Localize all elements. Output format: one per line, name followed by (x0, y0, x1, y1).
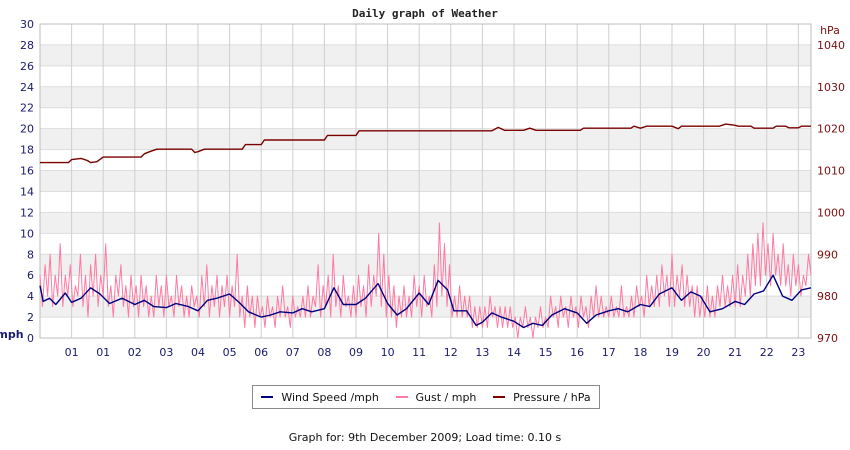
left-tick-label: 18 (20, 144, 34, 157)
x-tick-label: 02 (128, 346, 142, 359)
left-tick-label: 28 (20, 39, 34, 52)
right-tick-label: 970 (817, 332, 838, 345)
wind-speed-line (39, 274, 812, 329)
left-tick-label: 20 (20, 123, 34, 136)
x-tick-label: 20 (697, 346, 711, 359)
x-tick-label: 22 (760, 346, 774, 359)
grid-band (40, 296, 811, 318)
right-tick-label: 1040 (817, 39, 845, 52)
x-tick-label: 03 (159, 346, 173, 359)
x-tick-label: 16 (570, 346, 584, 359)
grid-band (40, 254, 811, 276)
x-tick-label: 05 (223, 346, 237, 359)
chart-legend: Wind Speed /mph Gust / mph Pressure / hP… (252, 385, 600, 409)
x-tick-label: 12 (444, 346, 458, 359)
x-tick-label: 21 (728, 346, 742, 359)
legend-wind-speed-label: Wind Speed /mph (281, 390, 379, 404)
x-tick-label: 14 (507, 346, 521, 359)
x-tick-label: 07 (286, 346, 300, 359)
legend-wind-speed: Wind Speed /mph (261, 391, 379, 404)
x-tick-label: 04 (191, 346, 205, 359)
left-tick-label: 0 (27, 332, 34, 345)
legend-pressure-label: Pressure / hPa (513, 390, 591, 404)
legend-pressure: Pressure / hPa (493, 391, 591, 404)
left-tick-label: 16 (20, 165, 34, 178)
grid-band (40, 44, 811, 66)
x-tick-label: 13 (475, 346, 489, 359)
gust-swatch (395, 396, 408, 398)
plot-frame (39, 23, 812, 339)
left-tick-label: 10 (20, 227, 34, 240)
x-tick-label: 17 (602, 346, 616, 359)
left-tick-label: 8 (27, 248, 34, 261)
x-tick-label: 06 (254, 346, 268, 359)
pressure-swatch (493, 396, 506, 398)
left-tick-label: 12 (20, 206, 34, 219)
right-tick-label: 1010 (817, 165, 845, 178)
right-axis-unit: hPa (820, 24, 840, 37)
right-tick-label: 980 (817, 290, 838, 303)
x-tick-label: 01 (96, 346, 110, 359)
x-tick-label: 10 (381, 346, 395, 359)
left-tick-label: 22 (20, 102, 34, 115)
legend-gust-label: Gust / mph (415, 390, 477, 404)
wind-speed-swatch (261, 396, 274, 398)
x-tick-label: 08 (317, 346, 331, 359)
x-tick-label: 01 (65, 346, 79, 359)
right-tick-label: 1000 (817, 206, 845, 219)
left-tick-label: 30 (20, 18, 34, 31)
legend-gust: Gust / mph (395, 390, 477, 404)
x-tick-label: 18 (633, 346, 647, 359)
right-tick-label: 1030 (817, 81, 845, 94)
right-tick-label: 990 (817, 248, 838, 261)
left-tick-label: 2 (27, 311, 34, 324)
pressure-line (40, 123, 811, 164)
x-tick-label: 11 (412, 346, 426, 359)
right-tick-label: 1020 (817, 123, 845, 136)
grid-band (40, 86, 811, 108)
left-tick-label: 4 (27, 290, 34, 303)
grid-band (40, 170, 811, 192)
left-tick-label: 24 (20, 81, 34, 94)
x-tick-label: 19 (665, 346, 679, 359)
left-tick-label: 6 (27, 269, 34, 282)
graph-footer: Graph for: 9th December 2009; Load time:… (288, 431, 562, 444)
left-tick-label: 26 (20, 60, 34, 73)
left-tick-label: 14 (20, 185, 34, 198)
x-tick-label: 15 (539, 346, 553, 359)
chart-title: Daily graph of Weather (352, 7, 498, 20)
gust-line (39, 222, 812, 339)
grid-band (40, 128, 811, 150)
grid-band (40, 212, 811, 234)
x-tick-label: 23 (791, 346, 805, 359)
x-tick-label: 09 (349, 346, 363, 359)
left-axis-unit: mph (0, 328, 24, 341)
